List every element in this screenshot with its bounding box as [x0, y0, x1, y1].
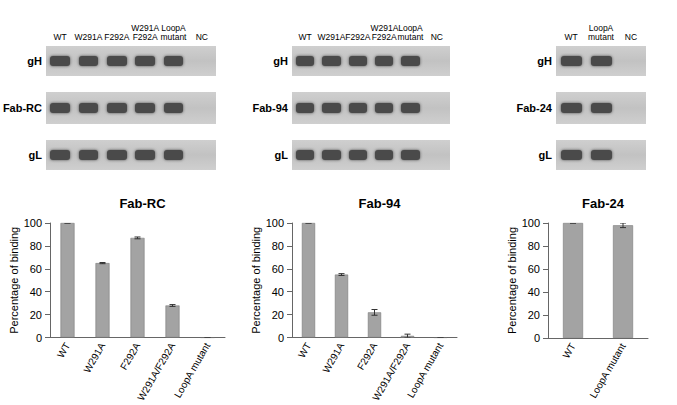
svg-text:W291A/F292A: W291A/F292A: [135, 341, 177, 403]
html-text:NC: NC: [430, 32, 443, 42]
svg-text:0: 0: [278, 332, 284, 344]
html-text:Fab-94: Fab-94: [252, 102, 288, 114]
html-text:Fab-RC: Fab-RC: [2, 102, 42, 114]
svg-text:80: 80: [272, 240, 284, 252]
svg-text:20: 20: [30, 309, 42, 321]
html-text:W291A F292A: W291A F292A: [317, 32, 371, 42]
svg-text:W291A: W291A: [81, 341, 107, 375]
svg-text:100: 100: [24, 217, 42, 229]
svg-text:F292A: F292A: [118, 341, 142, 372]
html-text:Fab-24: Fab-24: [516, 102, 552, 114]
svg-text:W291A/F292A: W291A/F292A: [370, 340, 413, 403]
svg-text:Percentage of binding: Percentage of binding: [8, 227, 20, 334]
svg-text:Percentage of binding: Percentage of binding: [250, 227, 262, 334]
svg-text:80: 80: [30, 240, 42, 252]
svg-text:Fab-94: Fab-94: [359, 196, 402, 211]
svg-text:WT: WT: [296, 341, 313, 360]
html-text:W291A F292A: W291A F292A: [370, 23, 399, 42]
html-text:LoopA mutant: LoopA mutant: [160, 23, 187, 42]
svg-text:80: 80: [528, 240, 540, 252]
html-text:gL: gL: [28, 149, 42, 161]
html-text:gL: gL: [538, 149, 552, 161]
svg-text:W291A: W291A: [320, 341, 346, 375]
html-text:gH: gH: [537, 55, 552, 67]
svg-text:0: 0: [36, 332, 42, 344]
svg-text:Percentage of binding: Percentage of binding: [506, 227, 518, 334]
html-text:LoopA mutant: LoopA mutant: [397, 23, 424, 42]
svg-text:WT: WT: [560, 341, 577, 360]
html-text:NC: NC: [624, 32, 638, 42]
html-text:W291A F292A: W291A F292A: [74, 32, 130, 42]
svg-text:LoopA mutant: LoopA mutant: [172, 341, 212, 400]
svg-text:20: 20: [272, 309, 284, 321]
svg-text:60: 60: [528, 263, 540, 275]
svg-text:60: 60: [272, 263, 284, 275]
svg-text:40: 40: [30, 286, 42, 298]
svg-text:F292A: F292A: [355, 341, 379, 372]
html-text:WT: WT: [53, 32, 67, 42]
svg-text:Fab-RC: Fab-RC: [119, 196, 166, 211]
svg-text:100: 100: [266, 217, 284, 229]
html-text:WT: WT: [564, 32, 578, 42]
svg-text:0: 0: [534, 332, 540, 344]
html-text:gL: gL: [274, 149, 288, 161]
html-text:gH: gH: [27, 55, 42, 67]
svg-text:20: 20: [528, 309, 540, 321]
svg-text:Fab-24: Fab-24: [582, 196, 625, 211]
html-text:gH: gH: [273, 55, 288, 67]
svg-text:40: 40: [528, 286, 540, 298]
html-text:NC: NC: [195, 32, 208, 42]
svg-text:60: 60: [30, 263, 42, 275]
html-text:W291A F292A: W291A F292A: [131, 23, 160, 42]
svg-text:100: 100: [522, 217, 540, 229]
svg-text:LoopA mutant: LoopA mutant: [587, 341, 627, 400]
html-text:LoopA mutant: LoopA mutant: [588, 23, 614, 42]
svg-text:WT: WT: [55, 341, 72, 360]
svg-text:40: 40: [272, 286, 284, 298]
svg-text:LoopA mutant: LoopA mutant: [405, 341, 445, 400]
html-text:WT: WT: [298, 32, 312, 42]
